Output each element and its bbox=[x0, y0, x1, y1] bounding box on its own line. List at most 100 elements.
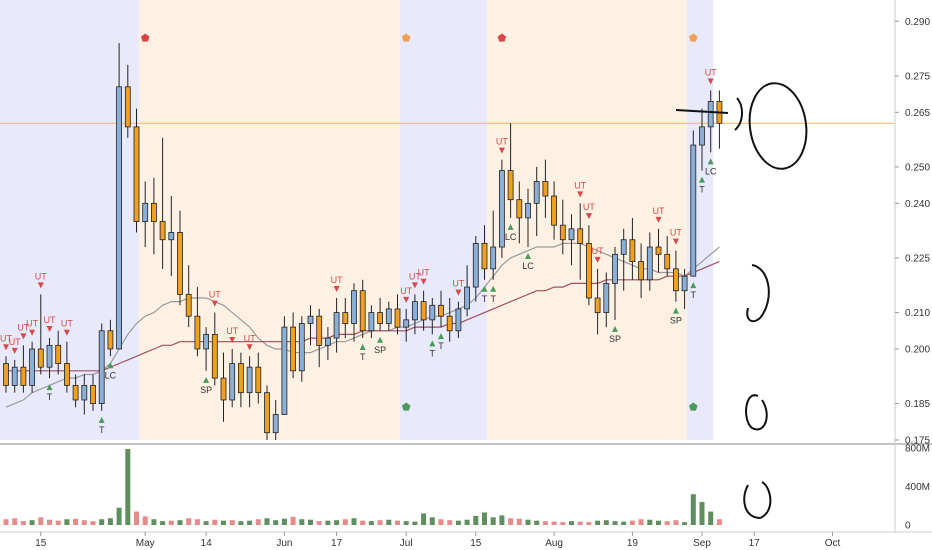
volume-bar bbox=[499, 515, 505, 525]
signal-label: UT bbox=[574, 180, 586, 190]
signal-label: T bbox=[438, 341, 444, 351]
candle-body bbox=[81, 384, 88, 401]
candle-body bbox=[98, 330, 105, 404]
candle-body bbox=[72, 384, 79, 401]
candle-body bbox=[411, 301, 418, 321]
volume-bar bbox=[194, 519, 200, 525]
signal-label: LC bbox=[705, 166, 717, 176]
signal-up-arrow bbox=[525, 253, 531, 260]
volume-bar bbox=[299, 519, 305, 525]
candle-body bbox=[681, 275, 688, 292]
signal-up-arrow bbox=[707, 158, 714, 165]
volume-bar bbox=[3, 519, 9, 525]
volume-bar bbox=[247, 520, 253, 525]
volume-bar bbox=[290, 516, 296, 525]
volume-bar bbox=[47, 519, 52, 525]
volume-bar bbox=[638, 519, 644, 525]
volume-bar bbox=[551, 521, 557, 525]
volume-bar bbox=[569, 521, 574, 525]
volume-bar bbox=[429, 517, 435, 525]
candle-body bbox=[385, 308, 392, 324]
candle-body bbox=[638, 261, 644, 281]
candle-body bbox=[438, 304, 444, 317]
candle-body bbox=[64, 363, 70, 386]
time-tick-label: 17 bbox=[749, 538, 761, 549]
candle-body bbox=[324, 337, 331, 346]
signal-label: UT bbox=[496, 137, 508, 147]
candle-body bbox=[298, 323, 305, 372]
time-tick-label: 17 bbox=[331, 538, 343, 549]
annotation-circle-top bbox=[748, 82, 808, 170]
volume-bar bbox=[90, 521, 96, 525]
candle-body bbox=[664, 253, 671, 270]
candle-body bbox=[359, 290, 366, 332]
candle-body bbox=[220, 377, 227, 401]
time-tick-label: Jun bbox=[276, 538, 292, 549]
candle-body bbox=[420, 301, 427, 321]
volume-tick-label: 0 bbox=[905, 521, 911, 532]
candle-body bbox=[307, 315, 314, 324]
candle-body bbox=[116, 86, 122, 350]
candle-body bbox=[272, 414, 279, 434]
price-tick-label: 0.240 bbox=[905, 199, 930, 210]
annotation-dash bbox=[675, 109, 729, 114]
signal-down-arrow bbox=[29, 329, 36, 336]
volume-bar bbox=[12, 518, 18, 525]
signal-down-arrow bbox=[420, 278, 427, 285]
signal-up-arrow bbox=[481, 285, 488, 292]
signal-up-arrow bbox=[490, 285, 497, 292]
candle-body bbox=[603, 283, 610, 313]
signal-up-arrow bbox=[429, 340, 436, 347]
signal-down-arrow bbox=[577, 191, 584, 198]
candle-body bbox=[612, 253, 618, 284]
signal-label: UT bbox=[452, 279, 464, 289]
signal-up-arrow bbox=[612, 325, 618, 332]
annotation-vol bbox=[743, 481, 772, 520]
volume-bar bbox=[107, 518, 113, 525]
candle-body bbox=[568, 228, 575, 241]
annotation-bracket bbox=[734, 97, 743, 131]
candle-body bbox=[577, 228, 584, 244]
signal-label: LC bbox=[505, 232, 517, 242]
candle-body bbox=[150, 202, 157, 222]
time-tick-label: Oct bbox=[825, 538, 841, 549]
candle-body bbox=[194, 315, 201, 350]
signal-label: UT bbox=[35, 271, 47, 281]
signal-down-arrow bbox=[707, 78, 714, 85]
time-tick-label: Aug bbox=[545, 538, 563, 549]
volume-bar bbox=[368, 521, 374, 525]
candle-body bbox=[403, 319, 410, 328]
candle-body bbox=[690, 144, 697, 277]
pentagon-marker bbox=[401, 402, 411, 411]
signal-down-arrow bbox=[37, 282, 44, 289]
signal-down-arrow bbox=[455, 289, 462, 296]
candle-body bbox=[377, 312, 384, 324]
pentagon-marker bbox=[689, 402, 698, 411]
signal-label: UT bbox=[583, 202, 595, 212]
zone-bg-1 bbox=[138, 0, 400, 440]
candle-body bbox=[211, 334, 218, 379]
signal-label: T bbox=[360, 352, 366, 362]
volume-bar bbox=[386, 519, 392, 525]
volume-bar bbox=[673, 520, 679, 525]
volume-bar bbox=[490, 517, 496, 525]
candle-body bbox=[699, 126, 705, 146]
candle-body bbox=[264, 392, 270, 434]
zone-bg-2 bbox=[399, 0, 487, 440]
signal-label: UT bbox=[670, 228, 682, 238]
volume-bar bbox=[38, 517, 44, 525]
signal-label: UT bbox=[400, 286, 412, 296]
volume-bar bbox=[656, 520, 661, 525]
signal-label: SP bbox=[200, 385, 212, 395]
signal-up-arrow bbox=[672, 307, 679, 314]
time-tick-label: Jul bbox=[400, 538, 413, 549]
candle-body bbox=[673, 268, 679, 292]
candle-body bbox=[29, 348, 36, 386]
volume-bar bbox=[482, 512, 487, 525]
volume-bar bbox=[708, 511, 714, 525]
candle-body bbox=[159, 221, 166, 241]
signal-down-arrow bbox=[403, 296, 410, 303]
volume-bar bbox=[664, 521, 670, 525]
volume-bar bbox=[73, 518, 79, 525]
volume-bar bbox=[377, 520, 383, 525]
